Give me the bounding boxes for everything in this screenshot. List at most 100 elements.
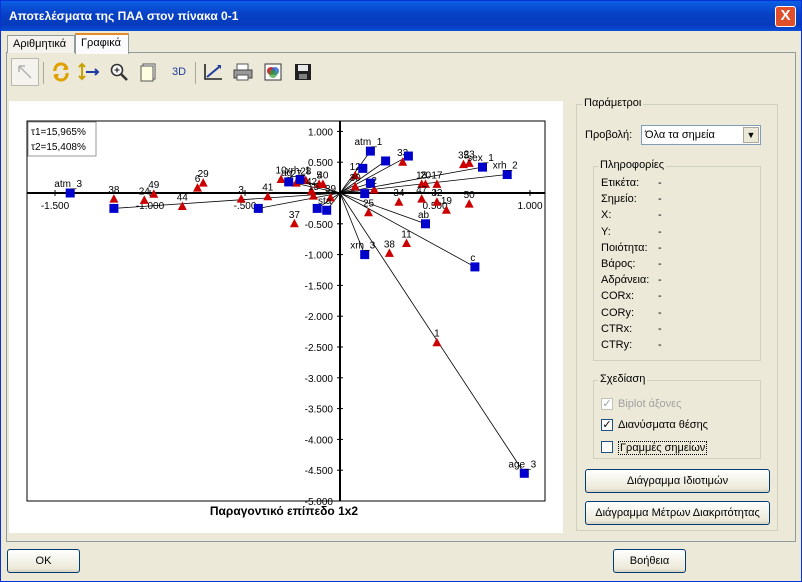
info-label: CTRy: <box>601 339 633 351</box>
individual-label: 35 <box>458 151 470 162</box>
individual-point <box>149 189 159 198</box>
variable-point <box>360 250 370 260</box>
y-tick-label: -5.000 <box>305 497 334 508</box>
info-value: - <box>658 322 662 335</box>
point-lines-checkbox[interactable] <box>601 441 613 453</box>
individual-point <box>308 191 318 200</box>
position-vector <box>339 160 386 194</box>
variable-label: c <box>470 253 475 264</box>
individual-label: 33 <box>397 148 409 159</box>
info-label: CTRx: <box>601 322 633 335</box>
zoom-button[interactable] <box>105 58 133 86</box>
print-button[interactable] <box>229 58 257 86</box>
variable-point <box>381 156 391 166</box>
individual-label: 18 <box>416 170 428 181</box>
biplot-axes-checkbox[interactable]: ✓ <box>601 398 613 410</box>
individual-point <box>432 179 442 188</box>
image-icon <box>264 63 282 81</box>
view-label: Προβολή: <box>585 129 633 141</box>
individual-point <box>384 248 394 257</box>
move-icon <box>78 62 100 81</box>
info-value: - <box>658 274 662 287</box>
image-button[interactable] <box>259 58 287 86</box>
individual-point <box>198 178 208 187</box>
individual-label: 10 <box>276 165 288 176</box>
individual-point <box>326 192 335 202</box>
individual-point <box>276 174 286 183</box>
axes-button[interactable] <box>199 58 227 86</box>
variable-point <box>470 262 480 272</box>
individual-label: 17 <box>431 170 443 181</box>
biplot-axes-label: Biplot άξονες <box>618 398 682 410</box>
individual-label: 19 <box>441 196 453 207</box>
individual-label: 42 <box>306 177 318 188</box>
eigenvalues-chart-button[interactable]: Διάγραμμα Ιδιοτιμών <box>585 469 770 493</box>
individual-label: 27 <box>291 169 303 180</box>
page-button[interactable] <box>135 58 163 86</box>
x-tick-label: -1.000 <box>136 201 165 212</box>
info-value: - <box>658 193 662 206</box>
variable-point <box>365 146 375 156</box>
variable-label: xrh_2 <box>493 161 518 172</box>
info-value: - <box>658 258 662 270</box>
position-vectors-checkbox[interactable]: ✓ <box>601 419 613 431</box>
variable-point <box>284 177 294 187</box>
variable-point <box>253 203 263 213</box>
variable-point <box>295 174 305 184</box>
pointer-icon <box>18 65 32 79</box>
position-vector <box>339 155 409 194</box>
individual-label: 34 <box>393 188 405 199</box>
params-legend: Παράμετροι <box>582 97 644 109</box>
title-bar: Αποτελέσματα της ΠΑΑ στον πίνακα 0-1 X <box>1 1 801 31</box>
y-tick-label: -1.500 <box>305 281 334 292</box>
position-vector <box>113 192 341 209</box>
view-select[interactable]: Όλα τα σημεία ▼ <box>641 125 761 145</box>
y-tick-label: 1.000 <box>308 127 333 138</box>
tab-graphics[interactable]: Γραφικά <box>75 33 129 54</box>
individual-point <box>139 195 149 204</box>
individual-point <box>109 194 119 203</box>
individual-point <box>350 170 360 180</box>
ok-button[interactable]: OK <box>7 549 80 573</box>
info-label: Y: <box>601 225 611 238</box>
variable-point <box>360 189 370 199</box>
3d-button[interactable]: 3D <box>171 66 187 78</box>
view-select-value: Όλα τα σημεία <box>645 129 715 141</box>
individual-point <box>421 179 430 188</box>
y-tick-label: 0.500 <box>308 158 333 169</box>
help-button[interactable]: Βοήθεια <box>613 549 686 573</box>
individual-label: 38 <box>108 185 120 196</box>
discrimination-chart-button[interactable]: Διάγραμμα Μέτρων Διακριτότητας <box>585 501 770 525</box>
tab-numeric[interactable]: Αριθμητικά <box>7 35 75 53</box>
variable-point <box>421 219 430 229</box>
move-button[interactable] <box>75 58 103 86</box>
inertia-box <box>27 121 97 157</box>
zoom-icon <box>110 63 128 81</box>
chevron-down-icon[interactable]: ▼ <box>743 127 759 143</box>
variable-point <box>502 170 512 180</box>
y-tick-label: -0.500 <box>305 220 334 231</box>
variable-point <box>65 188 75 198</box>
save-button[interactable] <box>289 58 317 86</box>
position-vector <box>339 192 426 225</box>
individual-label: 41 <box>262 183 274 194</box>
individual-label: 32 <box>431 188 443 199</box>
individual-label: 20 <box>420 170 432 181</box>
individual-point <box>432 337 442 347</box>
info-value: - <box>658 306 662 319</box>
info-value: - <box>658 290 662 303</box>
y-tick-label: -1.000 <box>305 251 334 262</box>
draw-group <box>593 380 761 459</box>
individual-label: 5 <box>316 170 322 181</box>
individual-label: 6 <box>195 174 201 185</box>
x-tick-label: -1.500 <box>41 201 70 212</box>
info-value: - <box>658 177 662 189</box>
info-label: CORx: <box>601 290 634 303</box>
individual-label: 28 <box>300 167 312 178</box>
variable-label: ag <box>281 168 292 179</box>
info-value: - <box>658 209 662 222</box>
pointer-button[interactable] <box>11 58 39 86</box>
refresh-button[interactable] <box>47 58 75 86</box>
chart-area[interactable]: -1.500 -1.000 -.500 0.500 1.000 1.000 0.500 -0.… <box>9 101 563 533</box>
close-button[interactable]: X <box>775 6 796 27</box>
